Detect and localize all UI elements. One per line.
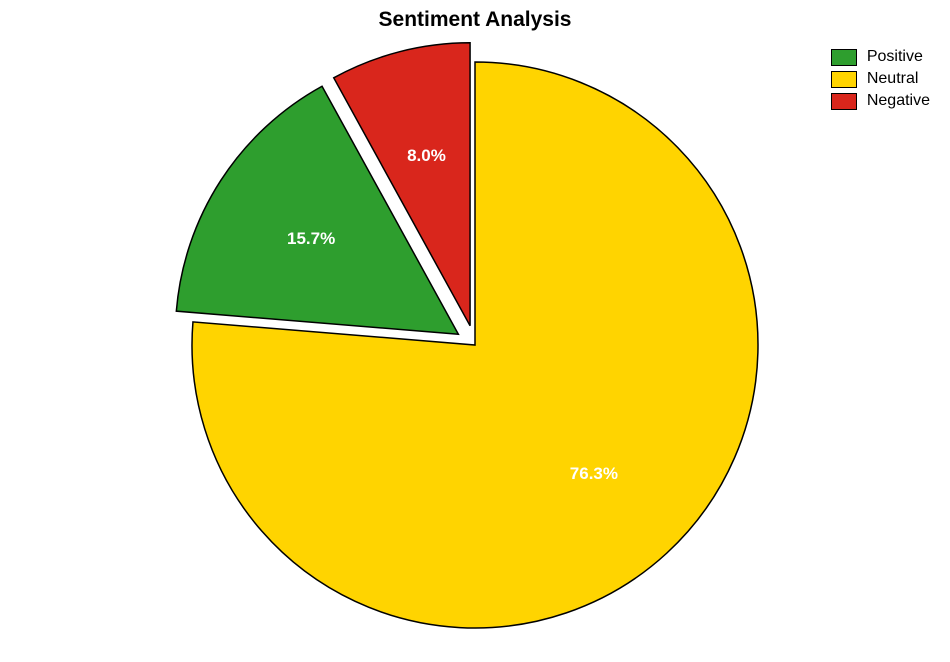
- legend-item-positive: Positive: [831, 48, 930, 66]
- slice-label-negative: 8.0%: [407, 146, 446, 166]
- legend-swatch-neutral: [831, 71, 857, 88]
- legend-swatch-negative: [831, 93, 857, 110]
- legend-label-positive: Positive: [867, 48, 923, 66]
- slice-label-positive: 15.7%: [287, 229, 335, 249]
- pie-chart-container: Sentiment Analysis Positive Neutral Nega…: [0, 0, 950, 662]
- legend-label-neutral: Neutral: [867, 70, 919, 88]
- pie-chart-svg: [0, 0, 950, 662]
- legend-item-negative: Negative: [831, 92, 930, 110]
- legend: Positive Neutral Negative: [831, 48, 930, 114]
- legend-item-neutral: Neutral: [831, 70, 930, 88]
- legend-label-negative: Negative: [867, 92, 930, 110]
- slice-label-neutral: 76.3%: [570, 464, 618, 484]
- legend-swatch-positive: [831, 49, 857, 66]
